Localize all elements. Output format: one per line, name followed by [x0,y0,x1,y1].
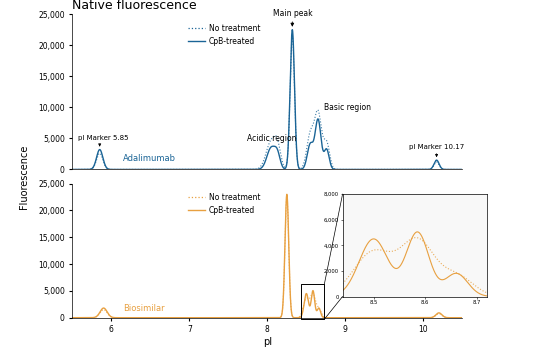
Text: Main peak: Main peak [272,10,312,18]
Legend: No treatment, CpB-treated: No treatment, CpB-treated [185,21,263,49]
Text: pI Marker 5.85: pI Marker 5.85 [78,135,128,141]
X-axis label: pI: pI [263,337,272,347]
Text: Native fluorescence: Native fluorescence [72,0,197,12]
Legend: No treatment, CpB-treated: No treatment, CpB-treated [185,190,263,218]
Text: pI Marker 10.17: pI Marker 10.17 [409,144,464,150]
Text: Basic region: Basic region [324,103,372,112]
Text: Fluorescence: Fluorescence [19,144,30,209]
Text: Acidic region: Acidic region [247,134,296,143]
Text: Biosimilar: Biosimilar [123,304,165,313]
Text: Adalimumab: Adalimumab [123,154,176,163]
Bar [301,285,324,319]
